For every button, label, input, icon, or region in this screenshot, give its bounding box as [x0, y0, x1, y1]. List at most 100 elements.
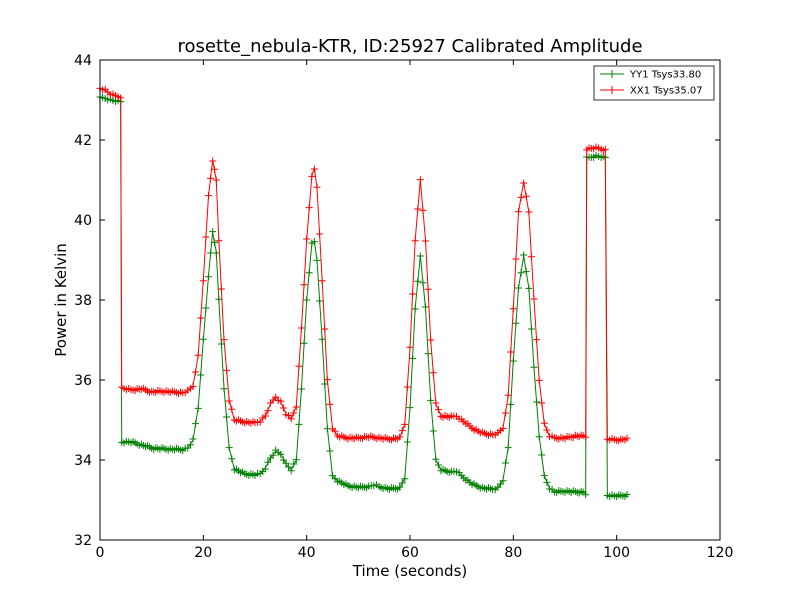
data-point-xx1: [321, 325, 329, 333]
data-point-yy1: [522, 268, 530, 276]
data-point-yy1: [409, 354, 417, 362]
legend-label-yy1: YY1 Tsys33.80: [629, 70, 701, 81]
data-point-xx1: [303, 235, 311, 243]
data-point-xx1: [411, 237, 419, 245]
data-point-yy1: [623, 491, 631, 498]
data-point-xx1: [424, 285, 432, 293]
data-point-yy1: [582, 491, 590, 499]
data-point-yy1: [403, 438, 411, 446]
data-point-xx1: [313, 183, 321, 191]
data-point-yy1: [292, 456, 300, 464]
data-point-xx1: [512, 255, 520, 263]
data-point-xx1: [517, 193, 525, 201]
data-point-xx1: [540, 419, 548, 427]
data-point-xx1: [331, 427, 339, 435]
data-point-xx1: [192, 368, 200, 376]
data-point-yy1: [209, 228, 217, 236]
data-point-xx1: [264, 407, 272, 415]
data-point-xx1: [509, 305, 517, 313]
data-point-yy1: [313, 256, 321, 264]
data-point-yy1: [543, 478, 551, 486]
data-point-xx1: [515, 208, 522, 216]
data-point-xx1: [318, 277, 326, 285]
y-tick-label: 34: [74, 453, 92, 469]
data-point-xx1: [403, 383, 411, 391]
data-point-yy1: [398, 479, 406, 487]
data-point-yy1: [310, 238, 318, 246]
data-point-yy1: [321, 380, 329, 388]
data-point-xx1: [414, 205, 422, 213]
data-point-yy1: [199, 335, 207, 343]
data-point-xx1: [292, 403, 300, 411]
y-tick-label: 32: [74, 533, 92, 549]
data-point-xx1: [290, 409, 298, 417]
data-point-yy1: [223, 413, 231, 421]
data-point-xx1: [502, 409, 510, 417]
data-point-xx1: [287, 415, 295, 423]
data-point-yy1: [192, 420, 200, 428]
data-point-yy1: [269, 451, 277, 459]
data-point-yy1: [414, 277, 422, 285]
data-point-yy1: [527, 325, 535, 333]
series-yy1: [96, 93, 631, 501]
data-point-xx1: [533, 336, 541, 344]
x-tick-label: 120: [707, 545, 734, 561]
data-point-xx1: [217, 285, 225, 293]
data-point-xx1: [210, 165, 218, 173]
data-point-xx1: [277, 397, 285, 405]
x-tick-label: 100: [603, 545, 630, 561]
data-point-yy1: [520, 251, 528, 259]
plot-area: [100, 60, 720, 540]
data-point-yy1: [411, 305, 419, 313]
y-tick-label: 40: [74, 213, 92, 229]
data-point-xx1: [205, 192, 212, 200]
data-point-xx1: [295, 362, 303, 370]
data-point-xx1: [396, 433, 404, 441]
data-point-xx1: [543, 426, 551, 434]
data-point-yy1: [502, 459, 510, 467]
data-point-xx1: [194, 351, 202, 359]
data-point-yy1: [538, 451, 546, 459]
data-point-yy1: [215, 295, 223, 303]
data-point-yy1: [434, 461, 442, 469]
data-point-yy1: [512, 319, 520, 327]
data-point-xx1: [261, 412, 269, 420]
data-point-yy1: [499, 477, 507, 485]
data-point-yy1: [416, 252, 424, 260]
data-point-yy1: [295, 420, 303, 428]
chart-title: rosette_nebula-KTR, ID:25927 Calibrated …: [177, 36, 642, 57]
data-point-yy1: [504, 444, 512, 452]
data-point-yy1: [225, 444, 233, 452]
data-point-yy1: [220, 385, 228, 393]
data-point-yy1: [194, 404, 202, 412]
data-point-xx1: [207, 174, 215, 182]
data-point-xx1: [209, 157, 217, 165]
data-point-yy1: [228, 455, 236, 463]
data-point-xx1: [538, 399, 546, 407]
data-point-yy1: [318, 335, 326, 343]
data-point-yy1: [507, 400, 515, 408]
data-point-xx1: [225, 397, 233, 405]
data-point-xx1: [316, 230, 324, 238]
data-point-yy1: [261, 465, 269, 473]
data-point-xx1: [535, 376, 543, 384]
data-point-yy1: [305, 269, 313, 277]
data-point-yy1: [432, 455, 440, 463]
data-point-yy1: [422, 303, 429, 311]
x-tick-label: 60: [401, 545, 419, 561]
data-point-xx1: [326, 400, 334, 408]
data-point-xx1: [504, 391, 512, 399]
data-point-xx1: [427, 336, 435, 344]
data-point-xx1: [422, 237, 429, 245]
data-point-xx1: [623, 434, 631, 442]
data-point-xx1: [215, 237, 223, 245]
data-point-yy1: [396, 483, 404, 491]
data-point-xx1: [416, 176, 424, 184]
data-point-yy1: [509, 357, 517, 365]
data-point-yy1: [525, 284, 533, 292]
data-point-yy1: [401, 475, 409, 483]
data-point-yy1: [535, 433, 543, 441]
data-point-yy1: [189, 435, 197, 443]
data-point-xx1: [409, 290, 417, 298]
y-tick-label: 42: [74, 133, 92, 149]
